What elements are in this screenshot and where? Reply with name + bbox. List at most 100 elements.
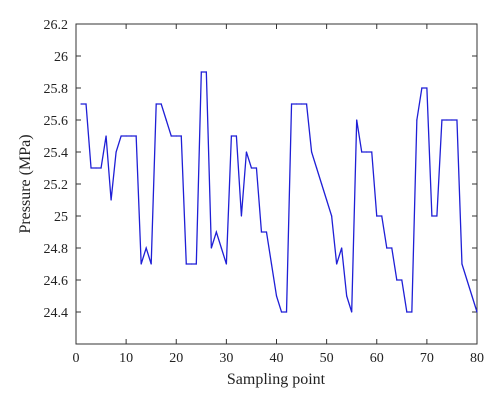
data-point bbox=[381, 215, 383, 217]
data-point bbox=[336, 263, 338, 265]
data-point bbox=[190, 263, 192, 265]
data-point bbox=[416, 119, 418, 121]
data-point bbox=[205, 71, 207, 73]
data-point bbox=[371, 151, 373, 153]
data-point bbox=[180, 135, 182, 137]
x-tick-label: 10 bbox=[119, 351, 133, 366]
x-tick-label: 0 bbox=[73, 351, 80, 366]
data-point bbox=[275, 295, 278, 297]
data-point bbox=[250, 167, 253, 169]
data-point bbox=[456, 119, 458, 121]
data-point bbox=[160, 103, 162, 105]
y-tick-label: 25.8 bbox=[44, 82, 69, 97]
data-point bbox=[431, 215, 433, 217]
data-point bbox=[466, 279, 468, 281]
data-point bbox=[260, 231, 263, 233]
y-tick-label: 25 bbox=[54, 210, 68, 225]
x-tick-label: 20 bbox=[169, 351, 183, 366]
data-point bbox=[245, 151, 248, 153]
data-point bbox=[100, 167, 102, 169]
pressure-series-line bbox=[81, 71, 478, 313]
data-point bbox=[240, 215, 243, 217]
data-point bbox=[310, 151, 313, 153]
data-point bbox=[366, 151, 368, 153]
y-tick-label: 26.2 bbox=[44, 18, 69, 33]
data-point bbox=[280, 311, 283, 313]
data-point bbox=[326, 199, 328, 201]
data-point bbox=[290, 103, 293, 105]
data-point bbox=[265, 231, 268, 233]
x-axis-label: Sampling point bbox=[227, 371, 326, 388]
data-point bbox=[451, 119, 453, 121]
data-point bbox=[185, 263, 187, 265]
data-point bbox=[195, 263, 197, 265]
data-point bbox=[105, 135, 107, 137]
data-point bbox=[140, 263, 142, 265]
y-tick-label: 25.4 bbox=[44, 146, 69, 161]
data-point bbox=[391, 247, 393, 249]
data-point bbox=[110, 199, 112, 201]
data-point bbox=[215, 231, 217, 233]
data-point bbox=[270, 263, 273, 265]
x-tick-label: 50 bbox=[320, 351, 334, 366]
y-tick-label: 24.6 bbox=[44, 274, 69, 289]
data-point bbox=[356, 119, 358, 121]
data-point bbox=[361, 151, 363, 153]
data-point bbox=[295, 103, 298, 105]
x-tick-label: 60 bbox=[370, 351, 384, 366]
data-point bbox=[95, 167, 97, 169]
data-point bbox=[120, 135, 122, 137]
data-point bbox=[411, 311, 413, 313]
data-point bbox=[426, 87, 428, 89]
data-point bbox=[376, 215, 378, 217]
data-point bbox=[421, 87, 423, 89]
data-point bbox=[135, 135, 137, 137]
y-tick-label: 25.2 bbox=[44, 178, 69, 193]
data-point bbox=[316, 167, 318, 169]
data-point bbox=[230, 135, 232, 137]
x-tick-label: 30 bbox=[219, 351, 233, 366]
data-point bbox=[115, 151, 117, 153]
data-point bbox=[331, 215, 333, 217]
data-point bbox=[125, 135, 127, 137]
data-point bbox=[170, 135, 172, 137]
data-point bbox=[461, 263, 463, 265]
data-point bbox=[175, 135, 177, 137]
data-point bbox=[396, 279, 398, 281]
data-point bbox=[476, 311, 478, 313]
data-point bbox=[200, 71, 202, 73]
data-point bbox=[346, 295, 348, 297]
data-point bbox=[145, 247, 147, 249]
y-tick-label: 26 bbox=[54, 50, 68, 65]
data-point bbox=[471, 295, 473, 297]
data-point bbox=[255, 167, 258, 169]
plot-area bbox=[75, 23, 478, 345]
data-point bbox=[210, 247, 212, 249]
data-point bbox=[150, 263, 152, 265]
data-point bbox=[85, 103, 87, 105]
data-point bbox=[321, 183, 323, 185]
data-point bbox=[386, 247, 388, 249]
y-axis-label: Pressure (MPa) bbox=[17, 134, 34, 233]
data-point bbox=[305, 103, 308, 105]
y-tick-label: 25.6 bbox=[44, 114, 69, 129]
data-point bbox=[300, 103, 303, 105]
data-point bbox=[235, 135, 237, 137]
data-point bbox=[220, 247, 222, 249]
data-point bbox=[401, 279, 403, 281]
data-point bbox=[90, 167, 92, 169]
y-tick-label: 24.8 bbox=[44, 242, 69, 257]
data-point bbox=[406, 311, 408, 313]
data-point bbox=[285, 311, 288, 313]
x-tick-label: 40 bbox=[270, 351, 284, 366]
x-tick-label: 70 bbox=[420, 351, 434, 366]
x-tick-label: 80 bbox=[470, 351, 484, 366]
data-point bbox=[351, 311, 353, 313]
data-point bbox=[441, 119, 443, 121]
data-point bbox=[80, 103, 82, 105]
data-point bbox=[155, 103, 157, 105]
data-point bbox=[446, 119, 448, 121]
data-point bbox=[130, 135, 132, 137]
y-tick-label: 24.4 bbox=[44, 306, 69, 321]
